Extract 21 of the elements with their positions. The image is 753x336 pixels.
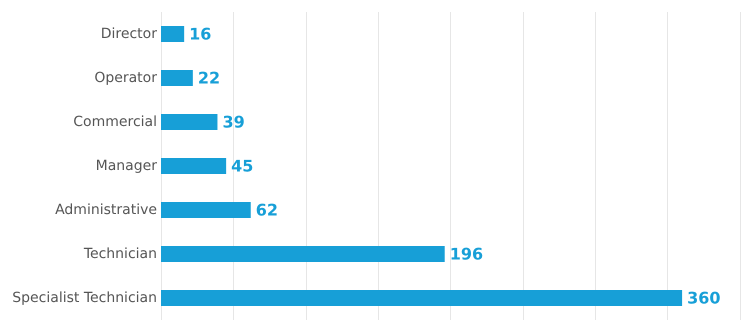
y-tick-label: Specialist Technician [12,290,157,306]
data-label: 62 [256,200,278,220]
data-label: 39 [222,112,245,132]
bar [161,158,226,174]
bar [161,290,682,306]
data-label: 22 [198,68,220,88]
y-tick-label: Administrative [55,202,157,218]
data-label: 45 [231,156,254,176]
bar [161,246,445,262]
y-tick-label: Technician [82,246,157,262]
bar [161,26,184,42]
y-tick-label: Manager [96,158,158,174]
data-label: 196 [450,244,484,264]
bar [161,202,251,218]
data-label: 16 [189,24,212,44]
y-tick-label: Director [100,26,158,42]
y-tick-label: Commercial [73,114,157,130]
bar [161,70,193,86]
bar [161,114,218,130]
y-tick-label: Operator [94,70,158,86]
data-label: 360 [687,288,721,308]
